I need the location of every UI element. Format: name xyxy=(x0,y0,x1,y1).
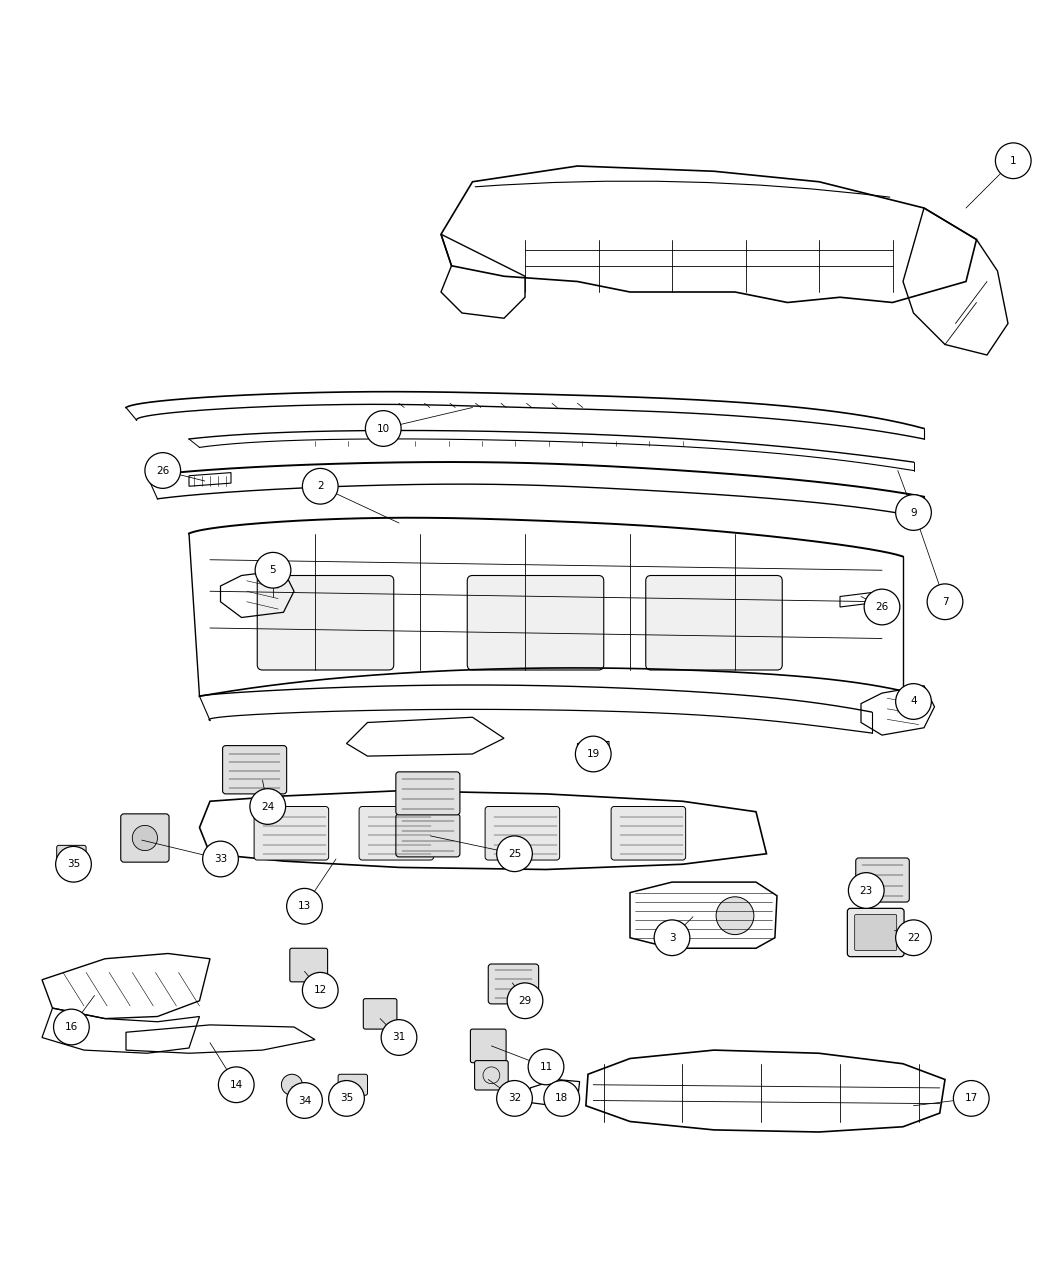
Text: 32: 32 xyxy=(508,1093,521,1103)
Text: 13: 13 xyxy=(298,902,311,912)
Circle shape xyxy=(927,584,963,619)
Circle shape xyxy=(287,889,322,925)
Text: 24: 24 xyxy=(261,802,274,811)
FancyBboxPatch shape xyxy=(363,999,397,1029)
Circle shape xyxy=(848,872,884,908)
Text: 5: 5 xyxy=(270,566,276,575)
Circle shape xyxy=(203,842,238,877)
Circle shape xyxy=(287,1083,322,1119)
FancyBboxPatch shape xyxy=(254,807,329,859)
FancyBboxPatch shape xyxy=(855,914,897,950)
Circle shape xyxy=(896,683,931,719)
FancyBboxPatch shape xyxy=(847,908,904,956)
Circle shape xyxy=(302,469,338,504)
FancyBboxPatch shape xyxy=(856,858,909,902)
Circle shape xyxy=(654,919,690,955)
Text: 1: 1 xyxy=(1010,156,1016,166)
FancyBboxPatch shape xyxy=(223,746,287,794)
Text: 14: 14 xyxy=(230,1080,243,1089)
Circle shape xyxy=(995,143,1031,179)
Text: 17: 17 xyxy=(965,1093,978,1103)
FancyBboxPatch shape xyxy=(396,813,460,857)
Text: 10: 10 xyxy=(377,424,390,433)
Text: 33: 33 xyxy=(214,854,227,865)
FancyBboxPatch shape xyxy=(121,813,169,862)
Text: 12: 12 xyxy=(314,986,327,995)
Circle shape xyxy=(528,1048,564,1084)
Text: 11: 11 xyxy=(540,1062,552,1071)
Circle shape xyxy=(302,972,338,1008)
Circle shape xyxy=(864,589,900,624)
FancyBboxPatch shape xyxy=(467,576,604,670)
Circle shape xyxy=(953,1080,989,1116)
Circle shape xyxy=(250,789,286,825)
Circle shape xyxy=(497,836,532,872)
Circle shape xyxy=(54,1009,89,1045)
Text: 34: 34 xyxy=(298,1096,311,1106)
Circle shape xyxy=(497,1080,532,1116)
Circle shape xyxy=(329,1080,364,1116)
Text: 31: 31 xyxy=(393,1033,405,1042)
Circle shape xyxy=(716,896,754,935)
Circle shape xyxy=(281,1074,302,1096)
Circle shape xyxy=(896,494,931,530)
Circle shape xyxy=(544,1080,580,1116)
Text: 16: 16 xyxy=(65,1022,78,1032)
Circle shape xyxy=(381,1019,417,1055)
Circle shape xyxy=(255,553,291,589)
FancyBboxPatch shape xyxy=(359,807,434,859)
FancyBboxPatch shape xyxy=(488,964,539,1004)
FancyBboxPatch shape xyxy=(470,1029,506,1062)
Circle shape xyxy=(132,825,158,850)
Circle shape xyxy=(365,411,401,447)
FancyBboxPatch shape xyxy=(475,1061,508,1091)
Circle shape xyxy=(145,452,181,488)
Text: 7: 7 xyxy=(942,596,948,607)
Text: 18: 18 xyxy=(555,1093,568,1103)
FancyBboxPatch shape xyxy=(257,576,394,670)
Text: 23: 23 xyxy=(860,885,873,895)
Text: 35: 35 xyxy=(340,1093,353,1103)
Text: 25: 25 xyxy=(508,849,521,858)
Text: 19: 19 xyxy=(587,750,600,759)
Text: 3: 3 xyxy=(669,932,675,942)
Text: 9: 9 xyxy=(910,507,917,517)
FancyBboxPatch shape xyxy=(57,845,86,866)
Circle shape xyxy=(896,919,931,955)
Text: 4: 4 xyxy=(910,696,917,706)
Text: 29: 29 xyxy=(519,996,531,1006)
Text: 35: 35 xyxy=(67,859,80,870)
FancyBboxPatch shape xyxy=(611,807,686,859)
FancyBboxPatch shape xyxy=(338,1074,368,1096)
Text: 2: 2 xyxy=(317,481,323,492)
Text: 26: 26 xyxy=(156,466,169,475)
Text: 26: 26 xyxy=(876,601,888,612)
FancyBboxPatch shape xyxy=(485,807,560,859)
FancyBboxPatch shape xyxy=(290,949,328,982)
Circle shape xyxy=(56,847,91,882)
Circle shape xyxy=(218,1066,254,1102)
Circle shape xyxy=(507,983,543,1019)
Circle shape xyxy=(575,736,611,771)
Text: 22: 22 xyxy=(907,932,920,942)
FancyBboxPatch shape xyxy=(646,576,782,670)
FancyBboxPatch shape xyxy=(396,771,460,815)
